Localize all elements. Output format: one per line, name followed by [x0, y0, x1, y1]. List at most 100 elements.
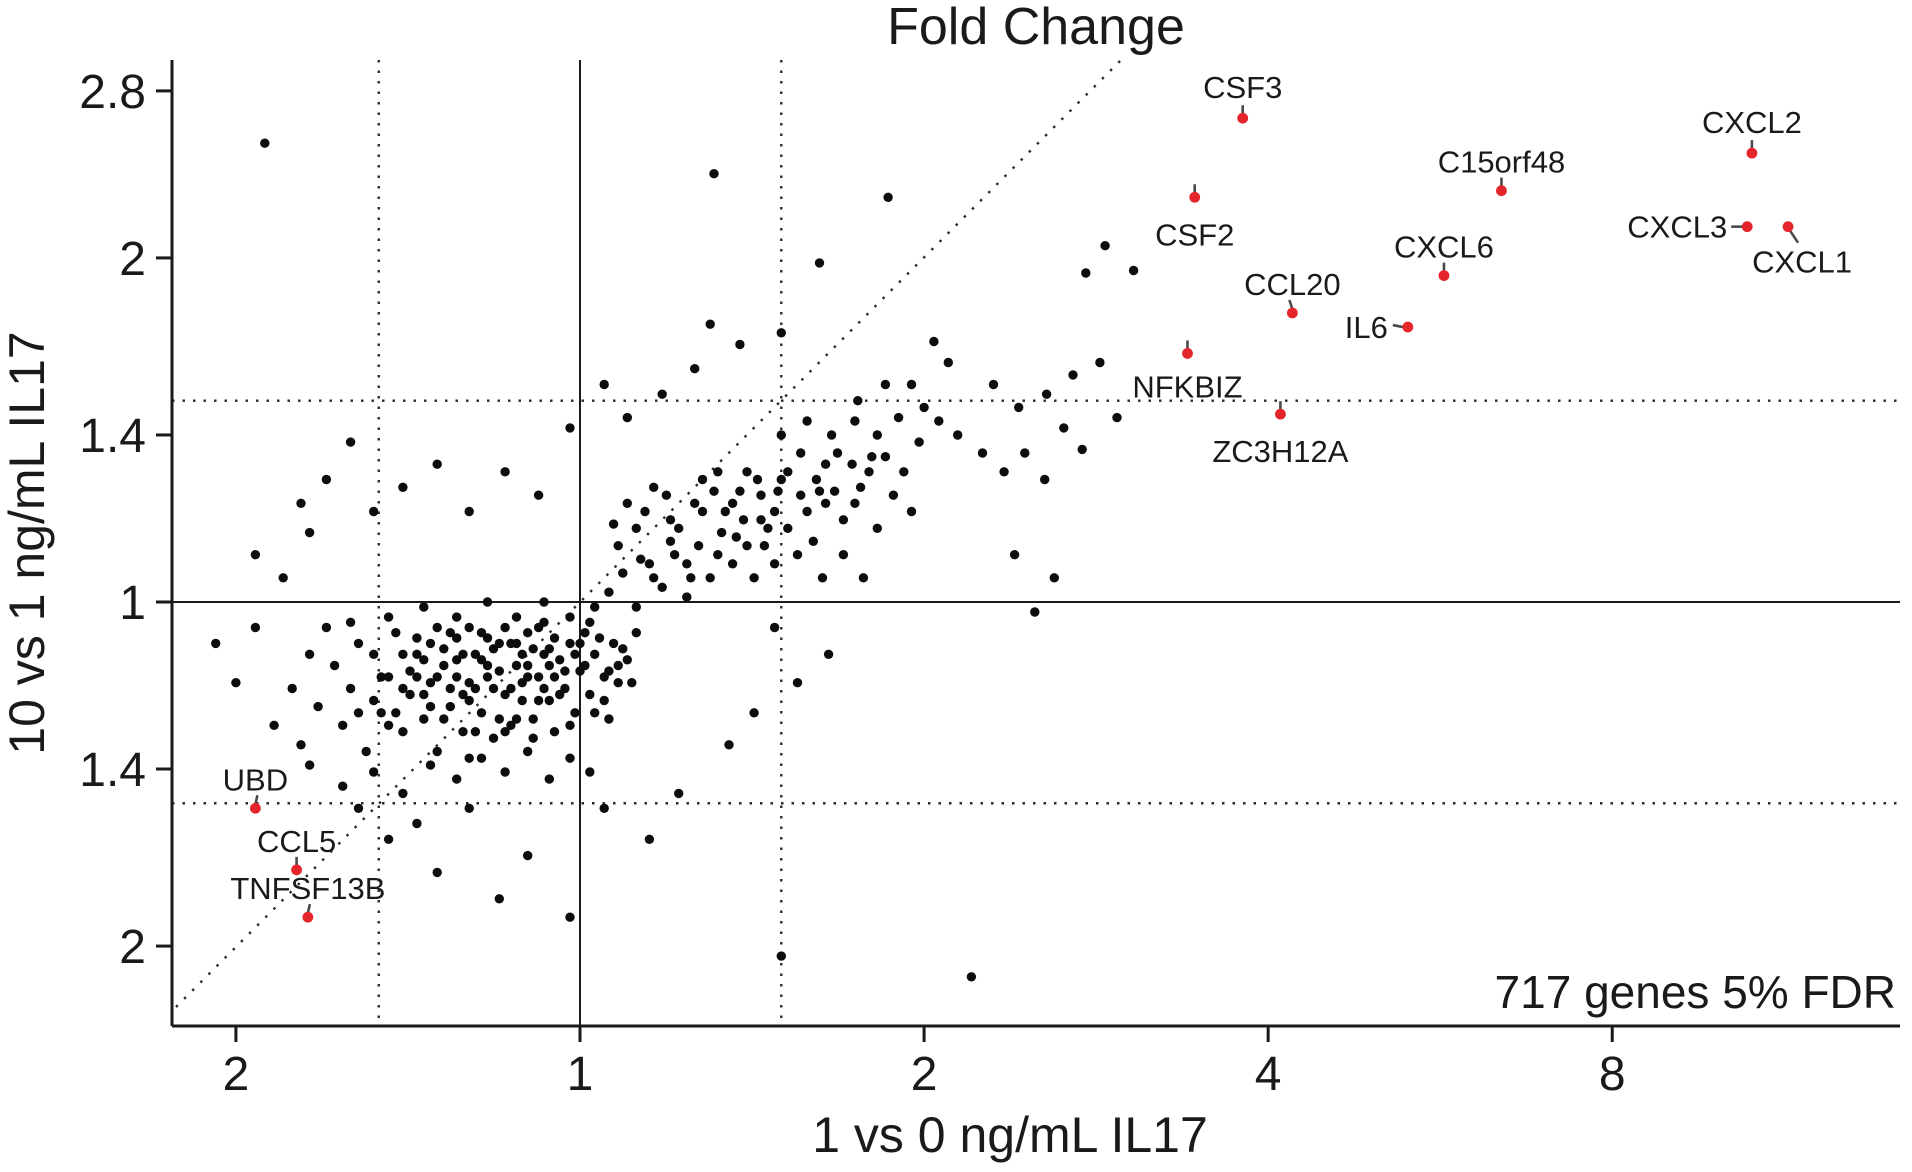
data-point — [604, 666, 614, 676]
data-point — [838, 550, 849, 560]
data-point — [494, 894, 504, 904]
gene-connector — [254, 794, 259, 805]
data-point — [709, 169, 719, 179]
data-point — [631, 628, 641, 638]
data-point — [618, 644, 628, 654]
highlighted-data-point — [249, 802, 261, 814]
data-point — [470, 727, 481, 737]
data-point — [506, 720, 516, 730]
data-point — [250, 622, 261, 633]
data-point — [649, 573, 659, 583]
data-point — [398, 649, 408, 659]
data-point — [724, 740, 734, 750]
y-tick-label: 2.8 — [79, 66, 146, 119]
data-point — [613, 678, 623, 688]
highlighted-data-point — [1275, 408, 1286, 420]
data-point — [622, 655, 632, 665]
data-point — [919, 402, 929, 413]
gene-connector — [1288, 299, 1294, 310]
data-point — [814, 258, 825, 268]
data-point — [618, 568, 628, 578]
data-point — [709, 486, 719, 496]
data-point — [713, 550, 723, 560]
data-point — [464, 622, 474, 633]
data-point — [517, 695, 527, 706]
data-point — [313, 701, 323, 712]
data-point — [880, 452, 891, 462]
data-point — [321, 622, 332, 633]
data-point — [674, 788, 684, 799]
data-point — [735, 486, 745, 496]
data-point — [369, 649, 379, 659]
data-point — [482, 660, 493, 671]
y-tick-label: 2 — [119, 233, 146, 286]
data-point — [458, 727, 468, 737]
data-point — [458, 649, 468, 659]
x-tick-label: 8 — [1599, 1048, 1626, 1101]
data-point — [690, 364, 700, 374]
data-point — [773, 486, 783, 496]
data-point — [539, 617, 549, 627]
data-point — [899, 467, 909, 477]
data-point — [682, 559, 692, 569]
data-point — [657, 389, 667, 399]
data-point — [657, 582, 667, 592]
data-point — [697, 506, 708, 517]
y-tick-label: 1.4 — [79, 410, 146, 463]
data-point — [405, 689, 415, 700]
data-point — [570, 708, 580, 718]
data-point — [506, 683, 516, 694]
highlighted-data-point — [302, 911, 314, 923]
data-point — [792, 678, 803, 688]
data-point — [412, 818, 422, 829]
data-point — [500, 622, 510, 633]
data-point — [458, 689, 468, 700]
data-point — [528, 644, 538, 654]
data-point — [405, 666, 415, 676]
data-point — [345, 617, 356, 627]
gene-label: NFKBIZ — [1132, 369, 1242, 404]
data-point — [528, 714, 538, 724]
data-point — [464, 803, 474, 813]
data-point — [674, 523, 684, 533]
data-point — [464, 753, 474, 763]
data-point — [906, 379, 917, 390]
gene-label: ZC3H12A — [1212, 434, 1348, 469]
data-point — [287, 683, 297, 694]
data-point — [555, 689, 565, 700]
data-point — [517, 649, 527, 659]
data-point — [1100, 241, 1110, 251]
data-point — [565, 912, 575, 922]
data-point — [419, 655, 429, 665]
data-point — [419, 689, 429, 700]
data-point — [412, 672, 422, 682]
data-point — [977, 448, 988, 458]
data-point — [826, 430, 837, 440]
data-point — [742, 541, 752, 551]
data-point — [1068, 370, 1078, 380]
data-point — [488, 683, 499, 694]
data-point — [1009, 550, 1020, 560]
data-point — [383, 834, 394, 844]
data-point — [802, 506, 812, 517]
data-point — [769, 622, 780, 633]
data-point — [872, 523, 882, 533]
highlighted-data-point — [1496, 185, 1507, 197]
data-point — [464, 678, 474, 688]
data-point — [432, 622, 442, 633]
data-point — [735, 339, 745, 350]
data-point — [565, 423, 575, 433]
data-point — [769, 506, 780, 517]
data-point — [966, 972, 977, 982]
data-point — [604, 587, 614, 597]
data-point — [880, 379, 891, 390]
data-point — [1014, 402, 1024, 413]
y-tick-label: 1.4 — [79, 744, 146, 797]
data-point — [934, 416, 944, 426]
data-point — [631, 523, 641, 533]
data-point — [398, 788, 408, 799]
highlighted-data-point — [1746, 147, 1758, 159]
data-point — [1049, 573, 1060, 583]
